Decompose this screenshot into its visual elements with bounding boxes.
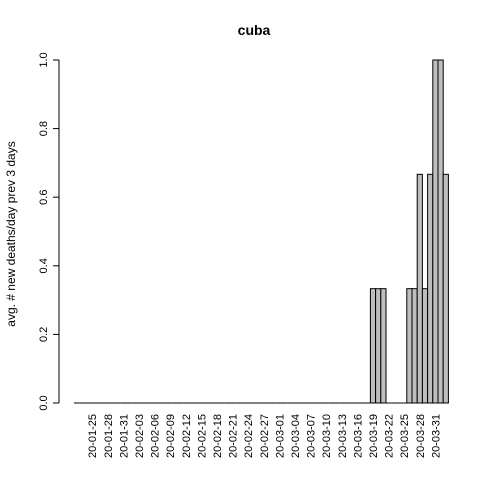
x-axis: 20-01-25 20-01-28 20-01-31 20-02-03 20-02-06… xyxy=(87,414,442,458)
bar xyxy=(421,288,429,404)
y-tick-label: 0.8 xyxy=(38,121,50,136)
x-tick-label: 20-03-28 xyxy=(415,414,427,458)
x-tick-label: 20-03-22 xyxy=(384,414,396,458)
y-tick-label: 0.0 xyxy=(38,395,50,410)
y-axis-label: avg. # new deaths/day prev 3 days xyxy=(4,141,18,326)
x-tick-label: 20-03-13 xyxy=(337,414,349,458)
x-tick-label: 20-02-03 xyxy=(134,414,146,458)
bar xyxy=(416,173,423,404)
bar xyxy=(406,288,413,404)
x-tick-label: 20-03-16 xyxy=(352,414,364,458)
x-tick-label: 20-03-31 xyxy=(430,414,442,458)
y-axis: 0.0 0.2 0.4 0.6 0.8 1.0 xyxy=(38,52,60,411)
x-tick-label: 20-03-25 xyxy=(399,414,411,458)
bar xyxy=(411,288,418,404)
x-tick-label: 20-02-21 xyxy=(228,414,240,458)
y-tick-label: 0.2 xyxy=(38,327,50,342)
x-tick-label: 20-02-27 xyxy=(259,414,271,458)
chart-title: cuba xyxy=(238,22,271,38)
bar xyxy=(432,59,439,404)
x-tick-label: 20-02-12 xyxy=(181,414,193,458)
x-tick-label: 20-02-15 xyxy=(196,414,208,458)
x-tick-label: 20-02-06 xyxy=(150,414,162,458)
bar xyxy=(369,288,377,404)
x-tick-label: 20-03-10 xyxy=(321,414,333,458)
bars xyxy=(74,59,449,404)
x-tick-label: 20-03-07 xyxy=(306,414,318,458)
bar xyxy=(442,173,449,404)
y-tick-label: 0.6 xyxy=(38,190,50,205)
bar xyxy=(380,288,387,404)
bar xyxy=(427,173,434,404)
x-tick-label: 20-02-24 xyxy=(243,414,255,458)
bar xyxy=(375,288,382,404)
x-tick-label: 20-02-18 xyxy=(212,414,224,458)
x-tick-label: 20-03-01 xyxy=(274,414,286,458)
x-tick-label: 20-03-19 xyxy=(368,414,380,458)
bar xyxy=(437,59,444,404)
x-tick-label: 20-03-04 xyxy=(290,414,302,458)
x-tick-label: 20-01-28 xyxy=(103,414,115,458)
x-tick-label: 20-02-09 xyxy=(165,414,177,458)
x-tick-label: 20-01-31 xyxy=(118,414,130,458)
y-tick-label: 1.0 xyxy=(38,52,50,67)
x-tick-label: 20-01-25 xyxy=(87,414,99,458)
y-tick-label: 0.4 xyxy=(38,258,50,273)
